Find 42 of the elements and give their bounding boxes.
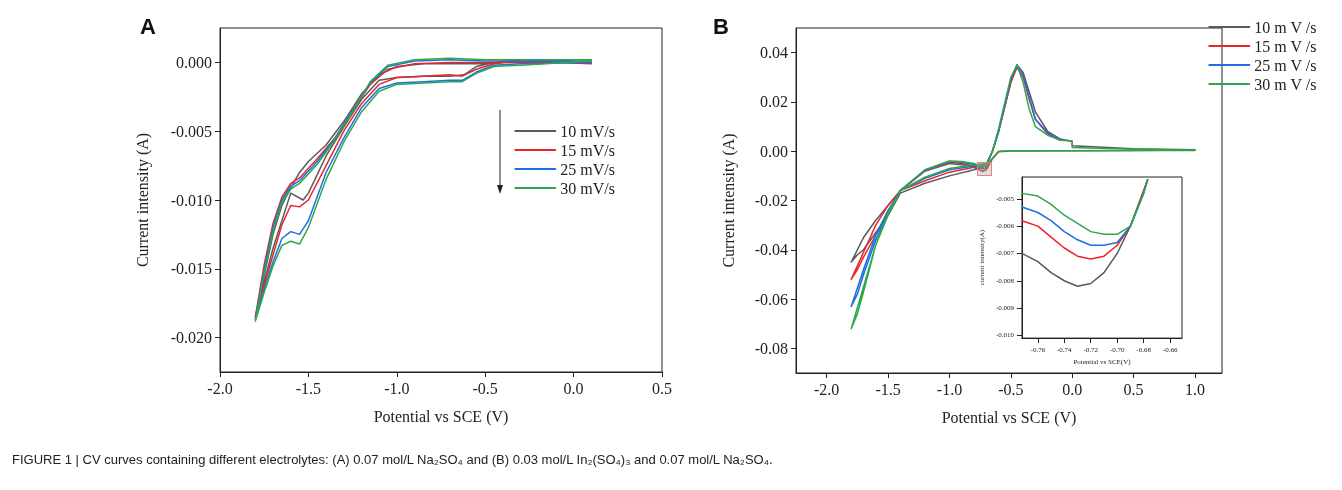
legend-label: 10 mV/s	[560, 122, 615, 140]
chart-title: B	[713, 13, 729, 39]
legend-label: 15 mV/s	[560, 141, 615, 159]
y-tick-label: -0.04	[754, 241, 788, 259]
y-tick-label: 0.00	[760, 142, 788, 160]
chart-title: A	[140, 13, 156, 39]
y-tick-label: -0.010	[170, 191, 212, 209]
x-tick-label: 0.5	[652, 379, 672, 397]
x-tick-label: 0.0	[563, 379, 584, 397]
y-tick-label: 0.000	[176, 53, 212, 71]
y-tick-label: -0.015	[170, 260, 212, 278]
y-tick-label: -0.06	[754, 290, 788, 308]
line-series	[850, 64, 1196, 330]
legend-label: 30 mV/s	[560, 179, 615, 197]
legend-label: 30 m V /s	[1254, 75, 1317, 93]
x-axis-title: Potential vs SCE (V)	[941, 408, 1077, 427]
x-tick-label: -1.5	[875, 380, 901, 398]
x-axis-title: Potential vs SCE (V)	[373, 407, 509, 426]
legend-label: 25 mV/s	[560, 160, 615, 178]
y-tick-label: 0.04	[760, 44, 788, 62]
x-tick-label: 0.5	[1123, 380, 1144, 398]
y-tick-label: 0.02	[760, 93, 788, 111]
x-tick-label: -1.0	[936, 380, 963, 398]
caption: FIGURE 1 | CV curves containing different electrolytes: (A) 0.07 mol/L Na₂SO₄ and (B) 0.03 mol/L In₂(SO₄)₃ and 0.07 mol/L Na₂SO₄.	[12, 452, 773, 467]
x-tick-label: -0.5	[998, 380, 1024, 398]
legend-label: 10 m V /s	[1254, 18, 1317, 36]
x-tick-label: -2.0	[814, 380, 840, 398]
line-series	[1021, 178, 1149, 236]
y-axis-title: Current intensity (A)	[133, 132, 152, 268]
y-tick-label: -0.005	[170, 122, 212, 140]
x-tick-label: -1.0	[384, 379, 410, 397]
y-tick-label: -0.08	[754, 339, 788, 357]
y-tick-label: -0.02	[754, 192, 788, 209]
x-tick-label: -1.5	[295, 379, 322, 397]
x-tick-label: 1.0	[1184, 380, 1205, 398]
legend-label: 25 m V /s	[1254, 56, 1317, 74]
y-axis-title: Current intensity (A)	[719, 133, 738, 268]
x-tick-label: -0.5	[472, 379, 498, 397]
x-tick-label: -2.0	[207, 379, 233, 397]
x-tick-label: 0.0	[1062, 380, 1083, 398]
legend-label: 15 m V /s	[1254, 37, 1317, 55]
y-tick-label: -0.020	[170, 329, 212, 347]
